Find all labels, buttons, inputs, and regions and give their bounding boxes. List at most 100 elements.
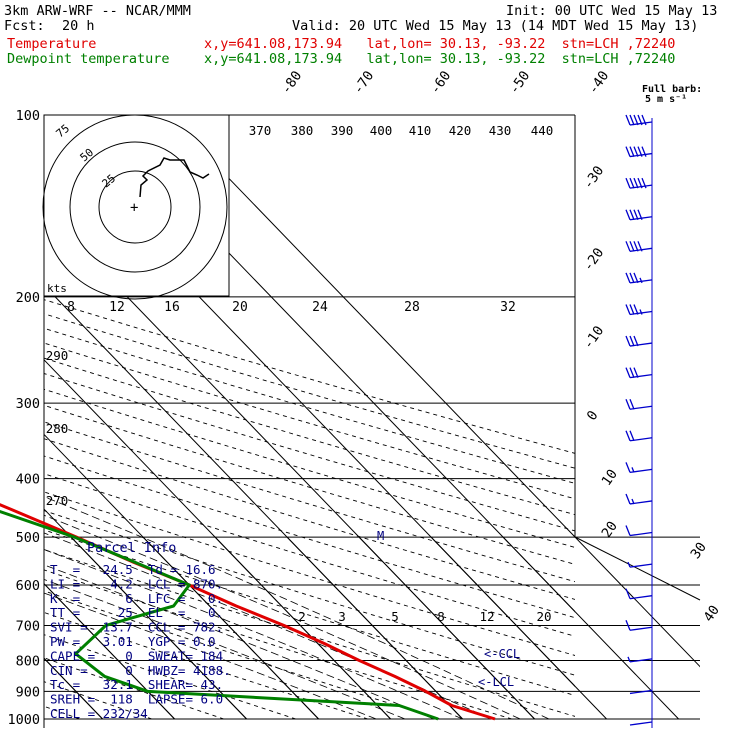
isotherm-label: -40 [585,68,612,97]
dry-adiabat-label: 290 [46,348,69,363]
wind-barb-flag [625,462,631,473]
hodograph-ring [98,170,172,244]
wind-barb [625,493,653,505]
isotherm-line [44,508,247,720]
parcel-info-row: CELL = 232/34 [50,706,148,721]
parcel-info-row: K = 6 LFC = 0. [50,591,223,606]
parcel-info-row: LI = 4.2 LCL = 870. [50,576,223,591]
wind-barb-staff [629,595,653,600]
temperature-location: x,y=641.08,173.94 lat,lon= 30.13, -93.22… [204,36,676,52]
pressure-label: 600 [16,578,40,594]
isotherm-label: 30 [688,539,710,562]
dry-adiabat [44,421,575,583]
wind-barb-staff [629,658,653,663]
forecast-value: 20 h [62,18,95,34]
dry-adiabat-label: 430 [489,123,512,138]
dry-adiabat [0,115,8,719]
dry-adiabat-label: 410 [409,123,432,138]
isotherm-label: -70 [350,68,377,97]
isotherm-label: 10 [599,466,621,489]
parcel-info-row: TT = 25 EL = 0. [50,605,223,620]
init-time: Init: 00 UTC Wed 15 May 13 [506,3,718,19]
isotherm-label: -20 [580,245,607,274]
wind-barb-flag [625,209,631,220]
hodograph-ring [69,141,201,273]
mixing-ratio-label: 3 [338,609,346,624]
isotherm-label: -60 [427,68,454,97]
pressure-label: 500 [16,530,40,546]
hodograph-units: kts [47,282,67,295]
wind-barb-flag [625,114,631,126]
moist-adiabat [44,514,521,720]
parcel-info-rows: T = 24.5 Td = 16.6LI = 4.2 LCL = 870.K =… [50,562,231,721]
mixing-ratio-label: 2 [298,609,306,624]
barb-legend-line1: Full barb: [642,84,703,95]
wind-barb-flag [629,367,635,378]
hodograph-axis-label: 32 [500,300,516,315]
wind-barb-flag [633,272,639,284]
wind-barb-flag [637,146,643,157]
dry-adiabat [44,510,575,676]
isotherm-label: 40 [701,602,723,625]
wind-barb-flag [633,146,639,157]
pressure-label: 800 [16,653,40,669]
wind-barb-flag [633,177,639,189]
dry-adiabat [44,327,575,484]
pressure-label: 300 [16,396,40,412]
wind-barb [625,462,653,474]
isotherm-line [44,582,175,720]
wind-barb-flag [633,114,639,126]
dry-adiabat [44,529,575,696]
wind-barb-flag [625,430,631,442]
forecast-label: Fcst: [4,18,45,34]
dry-adiabat-label: 420 [449,123,472,138]
parcel-info-row: SVI = 13.7 CCL = 782. [50,620,223,635]
isotherm-label: -50 [506,68,533,97]
wind-barb-flag [629,177,635,189]
wind-barb-flag [629,335,635,347]
hodograph-axis-label: 8 [67,300,75,315]
pressure-label: 900 [16,684,40,700]
dry-adiabat-label: 400 [370,123,393,138]
parcel-info-row: SREH = 118 LAPSE= 6.0 [50,692,223,707]
hodograph-frame [43,114,230,297]
isotherm-line [44,359,391,720]
wind-barb-flag [625,335,631,347]
wind-barb [625,209,653,221]
hodograph-ring [42,114,228,300]
wind-barb-flag [629,398,635,410]
wind-barb-flag [641,177,647,189]
wind-barb [627,656,653,663]
parcel-info-row: CIN = 0 HWBZ= 4188. [50,663,231,678]
wind-barb-flag [633,209,639,220]
wind-barb-half [631,498,635,505]
isotherm-label: 20 [599,518,621,541]
barb-legend-line2: 5 m s⁻¹ [645,94,688,105]
wind-barb-flag [629,272,635,284]
parcel-info-row: T = 24.5 Td = 16.6 [50,562,216,577]
wind-barb [629,689,653,695]
isotherm-label: -80 [278,68,305,97]
isotherm-line [167,115,575,538]
wind-barb-flag [633,304,639,315]
valid-time: Valid: 20 UTC Wed 15 May 13 (14 MDT Wed … [292,18,699,34]
isotherm-line [44,433,319,720]
wind-barb-flag [629,304,635,315]
ccl-marker: <-CCL [484,647,520,661]
wind-barb-half [639,277,643,284]
wind-barb-flag [633,241,639,252]
lcl-marker: <-LCL [478,675,514,689]
wind-barb-flag [629,241,635,252]
wind-barb [625,398,653,410]
isotherm-line [44,284,463,720]
wind-barb [625,588,653,600]
frame-diag [574,536,701,601]
wind-barb-flag [637,241,643,252]
wind-barb [625,114,653,126]
dry-adiabat-label: 380 [291,123,314,138]
temperature-legend: Temperature [7,36,97,52]
wind-barb-flag [625,620,631,631]
parcel-info-title: Parcel Info [87,540,176,556]
pressure-label: 700 [16,618,40,634]
